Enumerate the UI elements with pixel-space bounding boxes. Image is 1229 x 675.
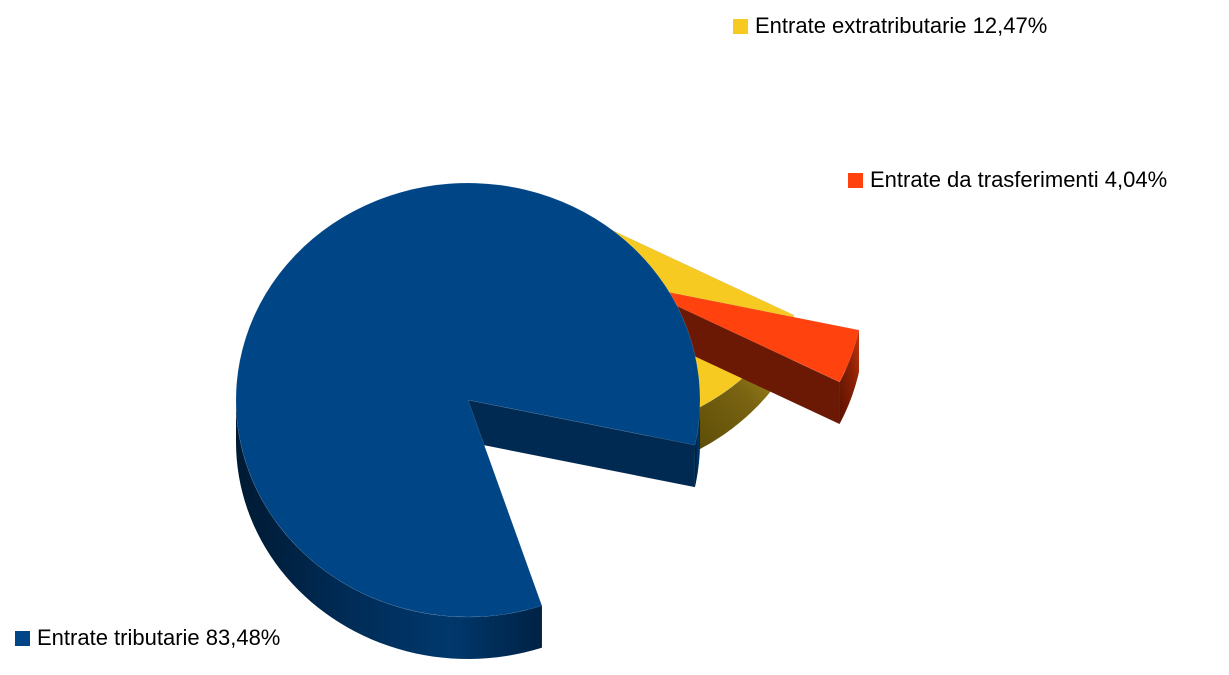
slice-layer (235, 182, 860, 659)
pie-slice-side (694, 400, 700, 488)
pie-slice-tributarie (235, 182, 701, 659)
pie-slice-trasferimenti (631, 284, 860, 424)
pie-slice-top (235, 182, 701, 618)
legend-entry-entrate-tributarie: Entrate tributarie 83,48% (15, 627, 280, 649)
legend-label-trasferimenti: Entrate da trasferimenti 4,04% (870, 167, 1168, 192)
pie-slice-side (236, 400, 542, 659)
legend-swatch-tributarie (15, 630, 30, 646)
legend-label-tributarie: Entrate tributarie 83,48% (37, 625, 281, 650)
legend-swatch-trasferimenti (848, 172, 863, 188)
pie-slice-inner-wall (468, 400, 695, 488)
legend-entry-entrate-extratributarie: Entrate extratributarie 12,47% (733, 15, 1047, 37)
legend-label-extratributarie: Entrate extratributarie 12,47% (755, 13, 1048, 38)
legend-swatch-extratributarie (733, 18, 748, 34)
pie-slice-side (839, 330, 859, 424)
legend-entry-entrate-trasferimenti: Entrate da trasferimenti 4,04% (848, 169, 1167, 191)
pie-slice-top (631, 284, 860, 383)
